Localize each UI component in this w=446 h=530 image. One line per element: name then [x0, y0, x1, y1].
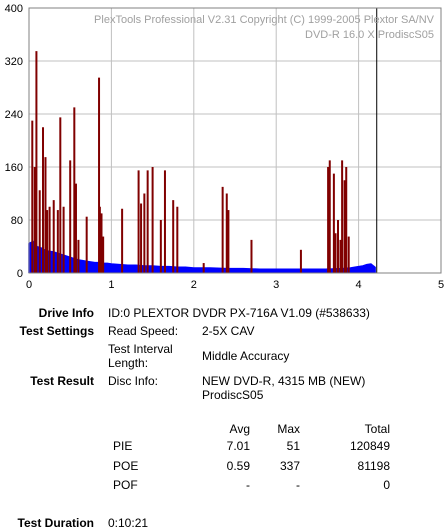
y-tick-label: 240 [5, 109, 23, 121]
x-tick-label: 4 [356, 279, 362, 291]
test-settings-label: Test Settings [19, 324, 94, 338]
y-tick-label: 400 [5, 3, 23, 15]
x-tick-labels: 0 1 2 3 4 5 [26, 279, 444, 291]
test-interval-label: Test Interval [108, 342, 173, 356]
test-interval-value: Middle Accuracy [202, 349, 290, 363]
test-duration-label: Test Duration [17, 516, 94, 530]
stats-row-max: 51 [286, 439, 300, 453]
test-interval-length-label: Length: [108, 356, 149, 370]
stats-header-avg: Avg [229, 422, 250, 436]
x-tick-label: 0 [26, 279, 32, 291]
stats-row-avg: 7.01 [226, 439, 250, 453]
stats-row-total: 120849 [349, 439, 390, 453]
stats-row-avg: 0.59 [226, 459, 250, 473]
stats-row-total: 81198 [357, 459, 390, 473]
stats-row-total: 0 [383, 478, 390, 492]
read-speed-value: 2-5X CAV [202, 324, 255, 338]
stats-row-max: - [296, 478, 300, 492]
disc-info-value: NEW DVD-R, 4315 MB (NEW) [202, 374, 366, 388]
x-tick-label: 1 [108, 279, 114, 291]
chart-header-line1: PlexTools Professional V2.31 Copyright (… [94, 14, 435, 26]
read-speed-label: Read Speed: [108, 324, 179, 338]
stats-row-name: POE [113, 459, 139, 473]
stats-row-avg: - [246, 478, 250, 492]
plot-area-background [29, 8, 441, 273]
y-tick-label: 160 [5, 162, 23, 174]
drive-info-value: ID:0 PLEXTOR DVDR PX-716A V1.09 (#538633… [108, 306, 370, 320]
x-tick-label: 5 [438, 279, 444, 291]
stats-header-max: Max [277, 422, 300, 436]
plot-area-frame [28, 7, 442, 274]
x-tick-label: 3 [273, 279, 279, 291]
test-result-label: Test Result [30, 374, 94, 388]
stats-row-max: 337 [279, 459, 300, 473]
poe-series [31, 51, 350, 273]
error-chart: PlexTools Professional V2.31 Copyright (… [5, 3, 444, 291]
disc-info-label: Disc Info: [108, 374, 159, 388]
stats-row-name: PIE [113, 439, 133, 453]
chart-header-line2: DVD-R 16.0 X ProdiscS05 [305, 29, 434, 41]
disc-info-value-2: ProdiscS05 [202, 388, 264, 402]
y-tick-label: 0 [17, 268, 23, 280]
y-tick-labels: 0 80 160 240 320 400 [5, 3, 23, 280]
stats-header-total: Total [364, 422, 390, 436]
test-duration-value: 0:10:21 [108, 516, 149, 530]
y-tick-label: 320 [5, 56, 23, 68]
drive-info-label: Drive Info [38, 306, 94, 320]
y-tick-label: 80 [11, 215, 23, 227]
stats-row-name: POF [113, 478, 138, 492]
x-tick-label: 2 [191, 279, 197, 291]
